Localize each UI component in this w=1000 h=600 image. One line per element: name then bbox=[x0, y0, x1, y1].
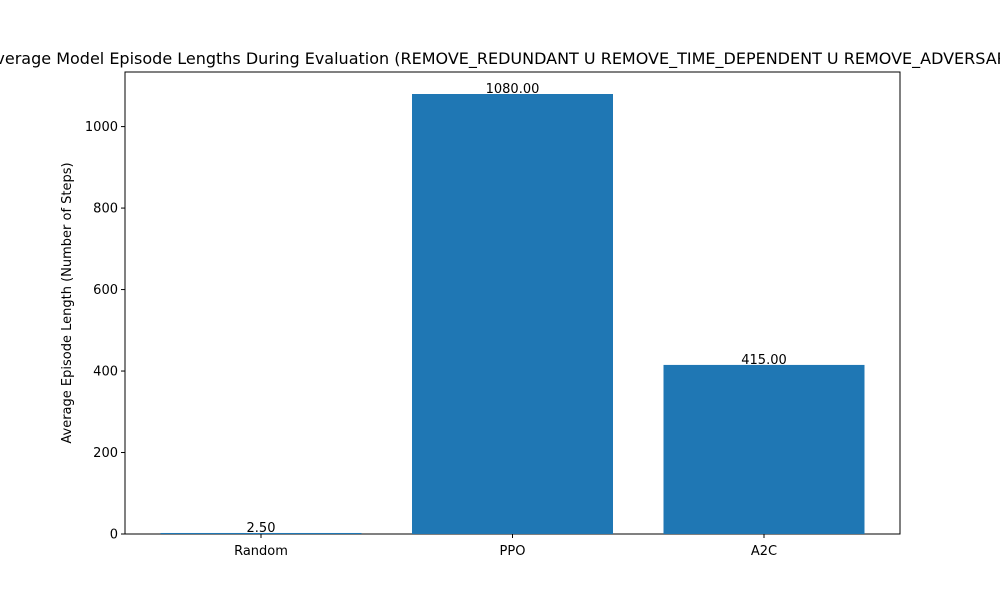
data-label-random: 2.50 bbox=[247, 521, 276, 536]
bar-random bbox=[160, 532, 362, 534]
y-tick-label-0: 0 bbox=[110, 528, 118, 543]
y-axis: 0 200 400 600 800 1000 bbox=[85, 120, 125, 543]
x-tick-label-ppo: PPO bbox=[500, 544, 526, 559]
bar-ppo bbox=[412, 94, 613, 534]
bars bbox=[160, 94, 865, 534]
y-axis-title: Average Episode Length (Number of Steps) bbox=[60, 162, 75, 443]
y-tick-label-1000: 1000 bbox=[85, 120, 118, 135]
y-tick-label-800: 800 bbox=[93, 202, 118, 217]
x-axis: Random PPO A2C bbox=[234, 534, 777, 559]
y-tick-label-400: 400 bbox=[93, 365, 118, 380]
bar-a2c bbox=[663, 364, 865, 534]
data-labels: 2.50 1080.00 415.00 bbox=[247, 82, 787, 536]
data-label-ppo: 1080.00 bbox=[486, 82, 540, 97]
data-label-a2c: 415.00 bbox=[741, 353, 787, 368]
x-tick-label-random: Random bbox=[234, 544, 288, 559]
y-tick-label-200: 200 bbox=[93, 446, 118, 461]
chart-title: Average Model Episode Lengths During Eva… bbox=[0, 49, 1000, 69]
plot-area: 2.50 1080.00 415.00 Random PPO A2C 0 200 400 60… bbox=[85, 71, 901, 559]
y-tick-label-600: 600 bbox=[93, 283, 118, 298]
x-tick-label-a2c: A2C bbox=[751, 544, 777, 559]
